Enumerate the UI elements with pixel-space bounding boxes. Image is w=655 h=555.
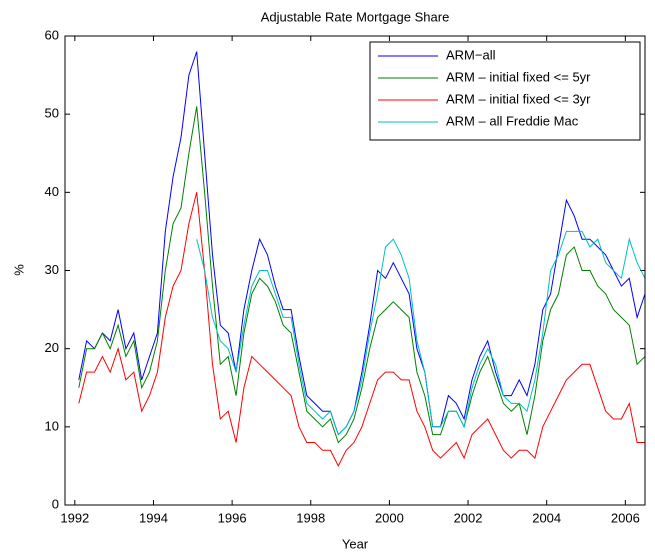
y-axis-label: % <box>11 264 26 276</box>
legend-box <box>369 41 641 141</box>
y-tick-label: 50 <box>45 106 59 121</box>
legend-label: ARM – all Freddie Mac <box>446 113 579 128</box>
legend: ARM−all ARM – initial fixed <= 5yr ARM – i… <box>369 41 641 141</box>
y-tick-label: 40 <box>45 184 59 199</box>
x-tick-label: 2000 <box>375 510 404 525</box>
x-tick-label: 1998 <box>296 510 325 525</box>
y-tick-label: 30 <box>45 262 59 277</box>
x-tick-label: 2002 <box>454 510 483 525</box>
series-line <box>78 106 646 444</box>
legend-label: ARM – initial fixed <= 3yr <box>446 91 591 106</box>
y-tick-label: 10 <box>45 418 59 433</box>
x-tick-label: 1996 <box>218 510 247 525</box>
x-tick-label: 1992 <box>60 510 89 525</box>
legend-label: ARM−all <box>446 47 496 62</box>
series-line <box>78 51 646 436</box>
series-line <box>196 230 646 436</box>
plot-frame <box>64 35 646 506</box>
series-line <box>78 192 645 468</box>
y-tick-label: 20 <box>45 340 59 355</box>
legend-label: ARM – initial fixed <= 5yr <box>446 69 591 84</box>
y-tick-label: 60 <box>45 27 59 42</box>
x-tick-label: 2004 <box>532 510 561 525</box>
x-tick-label: 2006 <box>611 510 640 525</box>
x-tick-label: 1994 <box>139 510 168 525</box>
chart-title: Adjustable Rate Mortgage Share <box>261 9 450 24</box>
x-axis-label: Year <box>342 536 369 551</box>
y-tick-label: 0 <box>52 496 59 511</box>
